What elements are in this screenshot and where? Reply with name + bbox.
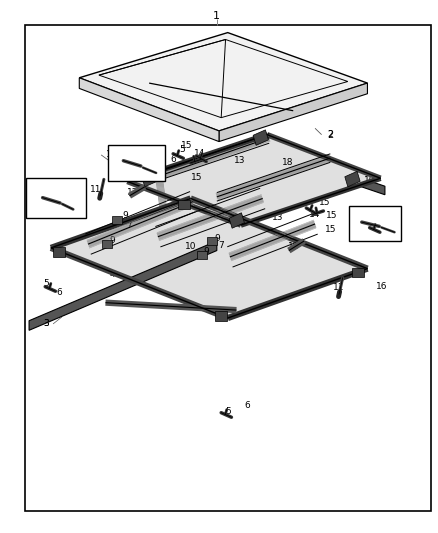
- Text: 13: 13: [234, 156, 246, 165]
- Text: 6: 6: [57, 287, 63, 296]
- Text: 4: 4: [109, 270, 115, 279]
- Polygon shape: [79, 78, 219, 142]
- Text: 9: 9: [203, 247, 209, 256]
- Bar: [25, 177, 86, 217]
- Bar: [142, 171, 157, 187]
- Text: 2: 2: [327, 130, 333, 140]
- Bar: [113, 216, 122, 224]
- Text: 6: 6: [244, 401, 250, 410]
- Text: 5: 5: [225, 407, 231, 416]
- Text: 18: 18: [282, 158, 294, 167]
- Bar: [215, 311, 227, 321]
- Bar: [349, 206, 401, 241]
- Text: 14: 14: [194, 149, 205, 158]
- Bar: [177, 199, 190, 209]
- Text: 8: 8: [34, 198, 39, 207]
- Text: 19: 19: [364, 176, 375, 185]
- Text: 15: 15: [180, 141, 192, 150]
- Text: 9: 9: [214, 235, 220, 244]
- Polygon shape: [79, 33, 367, 131]
- Bar: [352, 268, 364, 277]
- Text: 15: 15: [191, 173, 202, 182]
- Polygon shape: [51, 198, 367, 318]
- Text: 13: 13: [272, 213, 284, 222]
- Text: 15: 15: [326, 212, 337, 221]
- Bar: [229, 213, 244, 228]
- Text: 15: 15: [319, 198, 330, 207]
- Text: 3: 3: [44, 319, 49, 328]
- Text: 5: 5: [179, 145, 185, 154]
- Text: 11: 11: [333, 283, 345, 292]
- Text: 19: 19: [364, 176, 375, 185]
- Text: 11: 11: [90, 185, 102, 194]
- Text: 12: 12: [288, 242, 300, 251]
- Text: 3: 3: [44, 319, 49, 328]
- Text: 2: 2: [328, 130, 333, 139]
- Text: 10: 10: [185, 242, 196, 251]
- Text: 5: 5: [44, 279, 49, 288]
- Text: 7: 7: [127, 221, 132, 230]
- Text: 7: 7: [218, 241, 224, 250]
- Text: 1: 1: [213, 11, 220, 21]
- Bar: [53, 247, 65, 257]
- Bar: [102, 240, 112, 248]
- Polygon shape: [267, 147, 385, 195]
- Text: 9: 9: [109, 237, 115, 246]
- Text: 15: 15: [325, 225, 336, 234]
- Polygon shape: [127, 135, 381, 225]
- Polygon shape: [219, 83, 367, 142]
- Text: 12: 12: [127, 188, 138, 197]
- Bar: [108, 146, 165, 181]
- Text: 5: 5: [373, 220, 379, 229]
- Polygon shape: [29, 241, 217, 330]
- Bar: [345, 171, 360, 187]
- Text: 16: 16: [376, 282, 387, 291]
- Text: 17: 17: [106, 150, 118, 159]
- Text: 9: 9: [122, 212, 128, 221]
- Bar: [197, 251, 207, 259]
- Text: 6: 6: [371, 231, 377, 240]
- Bar: [207, 237, 217, 245]
- Bar: [253, 130, 268, 146]
- Text: 6: 6: [170, 155, 176, 164]
- Text: 14: 14: [308, 210, 320, 219]
